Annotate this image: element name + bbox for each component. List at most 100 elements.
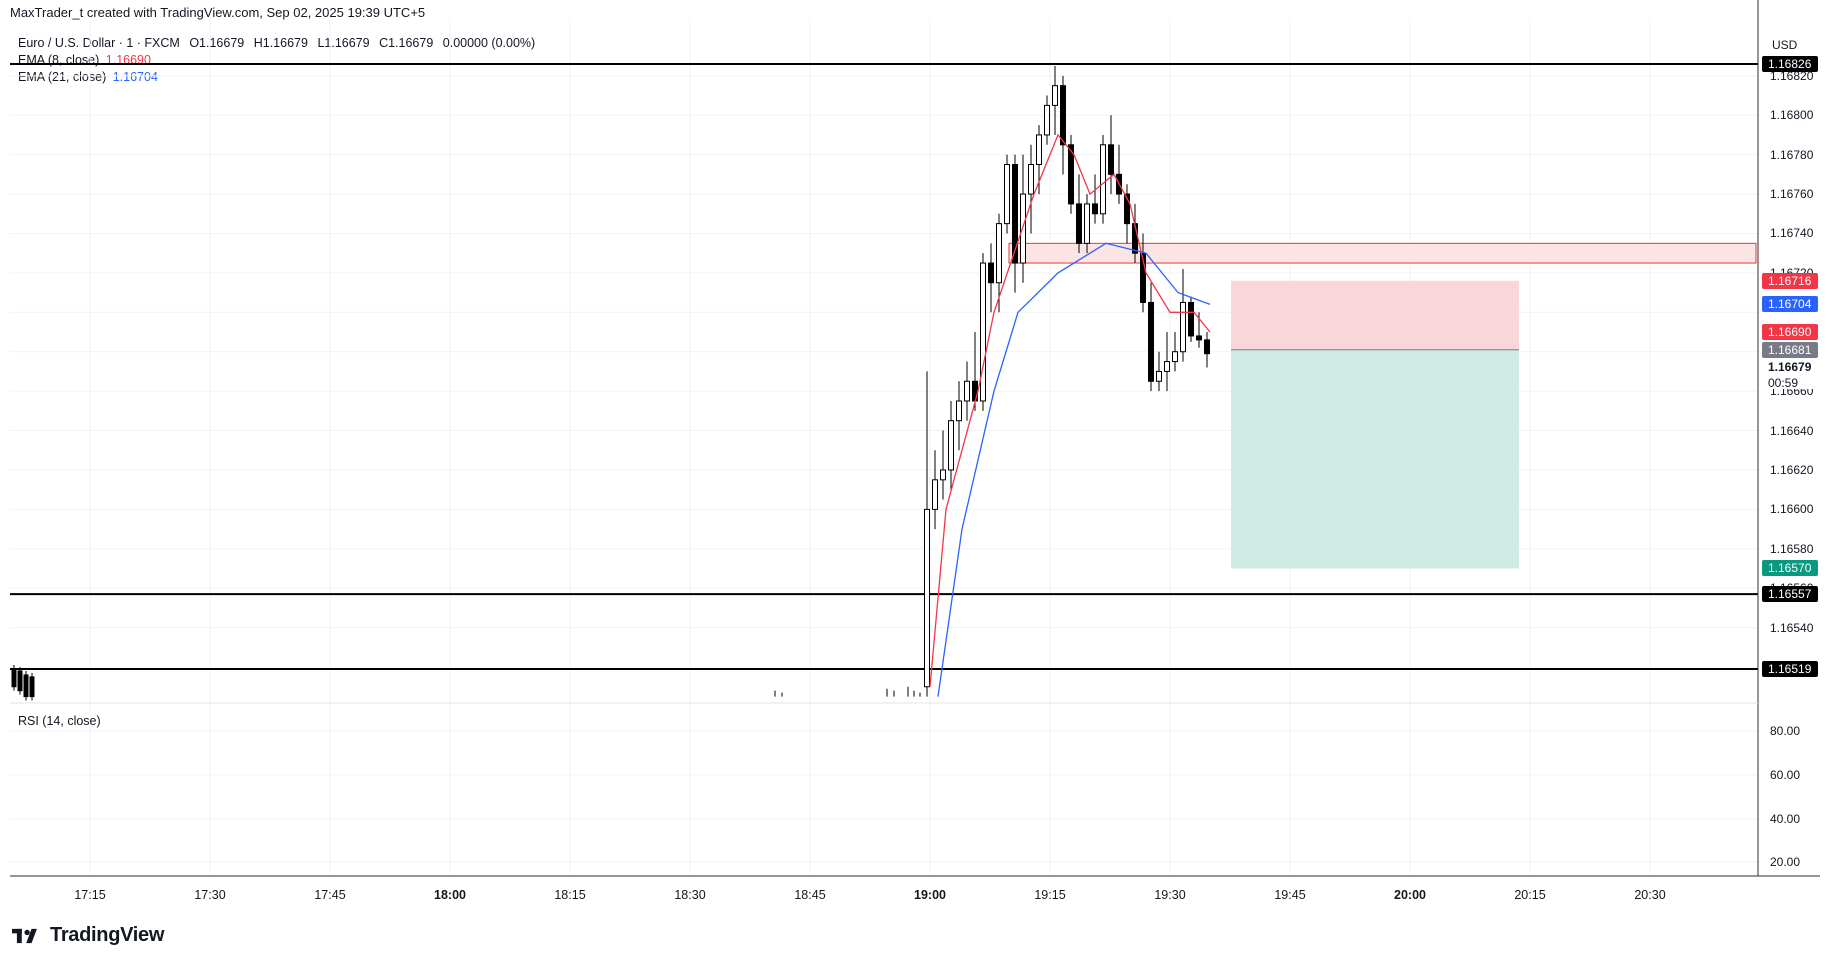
change-value: 0.00000 (0.00%) [442, 36, 536, 50]
candle [1052, 85, 1058, 106]
candle [1068, 144, 1074, 205]
candle [1124, 193, 1130, 225]
price-tick-label: 1.16580 [1770, 541, 1814, 556]
time-tick-label: 18:45 [794, 888, 826, 902]
candle [1204, 339, 1210, 355]
ema21-legend[interactable]: EMA (21, close) 1.16704 [18, 70, 158, 84]
candle [1100, 144, 1106, 215]
time-tick-label: 18:15 [554, 888, 586, 902]
time-tick-label: 17:15 [74, 888, 106, 902]
time-tick-label: 17:45 [314, 888, 346, 902]
candle [988, 262, 994, 284]
price-tick-label: 1.16620 [1770, 462, 1814, 477]
last-price-tag: 1.16679 00:59 [1762, 359, 1818, 391]
tradingview-logo-icon [12, 928, 37, 943]
time-tick-label: 20:30 [1634, 888, 1666, 902]
ema-lines [929, 133, 1211, 697]
candle [1188, 301, 1194, 337]
prev-price-tag: 1.16681 [1762, 341, 1818, 358]
tradingview-wordmark: TradingView [50, 924, 165, 946]
candle [1036, 134, 1042, 166]
candle [996, 223, 1002, 284]
take-profit-area [1231, 349, 1519, 569]
supply-zone [1008, 242, 1757, 264]
ema21-price-tag: 1.16704 [1762, 296, 1818, 313]
price-tick-label: 1.16540 [1770, 620, 1814, 635]
chart-attribution: MaxTrader_t created with TradingView.com… [10, 5, 426, 20]
candle [1028, 164, 1034, 195]
candle [1076, 203, 1082, 244]
candle [1092, 203, 1098, 215]
currency-label[interactable]: USD [1772, 38, 1798, 52]
bar-countdown: 00:59 [1768, 376, 1799, 391]
symbol-legend[interactable]: Euro / U.S. Dollar · 1 · FXCM O1.16679 H… [18, 36, 535, 50]
drawings [10, 63, 1758, 670]
rsi-tick-label: 20.00 [1770, 855, 1801, 869]
zone-price-tag: 1.16716 [1762, 272, 1818, 289]
candle [1060, 85, 1066, 146]
price-tick-label: 1.16640 [1770, 423, 1814, 438]
time-tick-label: 18:30 [674, 888, 706, 902]
candle [980, 262, 986, 402]
price-tick-label: 1.16780 [1770, 147, 1814, 162]
ema8-line [929, 133, 1211, 687]
time-tick-label: 19:45 [1274, 888, 1306, 902]
ema21-value: 1.16704 [112, 70, 158, 84]
rsi-tick-label: 40.00 [1770, 812, 1801, 826]
candle [1140, 252, 1146, 303]
candle [1172, 351, 1178, 363]
candle [956, 400, 962, 422]
candles [11, 65, 1210, 701]
candle [1004, 164, 1010, 225]
hline-mid-price-tag: 1.16557 [1762, 586, 1818, 603]
open-value: O1.16679 [189, 36, 245, 50]
target-price-tag: 1.16570 [1762, 560, 1818, 577]
candle [924, 508, 930, 688]
time-tick-label: 17:30 [194, 888, 226, 902]
ohlc-values: O1.16679 H1.16679 L1.16679 C1.16679 0.00… [183, 36, 535, 50]
ema8-price-tag: 1.16690 [1762, 324, 1818, 340]
price-tick-label: 1.16820 [1770, 68, 1814, 83]
candle [940, 469, 946, 481]
candle [932, 479, 938, 510]
candle [29, 676, 35, 698]
candle [964, 380, 970, 402]
close-value: C1.16679 [379, 36, 434, 50]
candle [1084, 203, 1090, 244]
hline-low-price-tag: 1.16519 [1762, 661, 1818, 677]
time-tick-label: 20:00 [1394, 888, 1426, 902]
last-price: 1.16679 [1768, 360, 1812, 375]
candle [1156, 370, 1162, 382]
time-tick-label: 19:30 [1154, 888, 1186, 902]
candle [1012, 164, 1018, 264]
price-tick-label: 1.16740 [1770, 226, 1814, 241]
time-tick-label: 20:15 [1514, 888, 1546, 902]
time-tick-label: 18:00 [434, 888, 466, 902]
candle [23, 674, 29, 698]
time-tick-label: 19:15 [1034, 888, 1066, 902]
stop-loss-area [1231, 280, 1519, 350]
candle [17, 670, 23, 692]
candle [1164, 361, 1170, 372]
candle [1044, 104, 1050, 136]
price-tick-label: 1.16760 [1770, 187, 1814, 202]
high-value: H1.16679 [253, 36, 308, 50]
rsi-tick-label: 80.00 [1770, 724, 1801, 738]
symbol-name: Euro / U.S. Dollar · 1 · FXCM [18, 36, 180, 50]
rsi-legend[interactable]: RSI (14, close) [18, 714, 101, 728]
rsi-tick-label: 60.00 [1770, 768, 1801, 782]
candle [1148, 301, 1154, 382]
hline-top-price-tag: 1.16826 [1762, 56, 1818, 72]
price-tick-label: 1.16600 [1770, 502, 1814, 517]
time-tick-label: 19:00 [914, 888, 946, 902]
candle [948, 420, 954, 471]
tradingview-logo[interactable]: TradingView [12, 924, 164, 947]
ema21-line [937, 242, 1211, 697]
price-tick-label: 1.16800 [1770, 108, 1814, 123]
candle [1108, 144, 1114, 175]
candle [11, 668, 17, 688]
candle [1196, 335, 1202, 341]
ema21-label: EMA (21, close) [18, 70, 107, 84]
candle [1180, 301, 1186, 353]
